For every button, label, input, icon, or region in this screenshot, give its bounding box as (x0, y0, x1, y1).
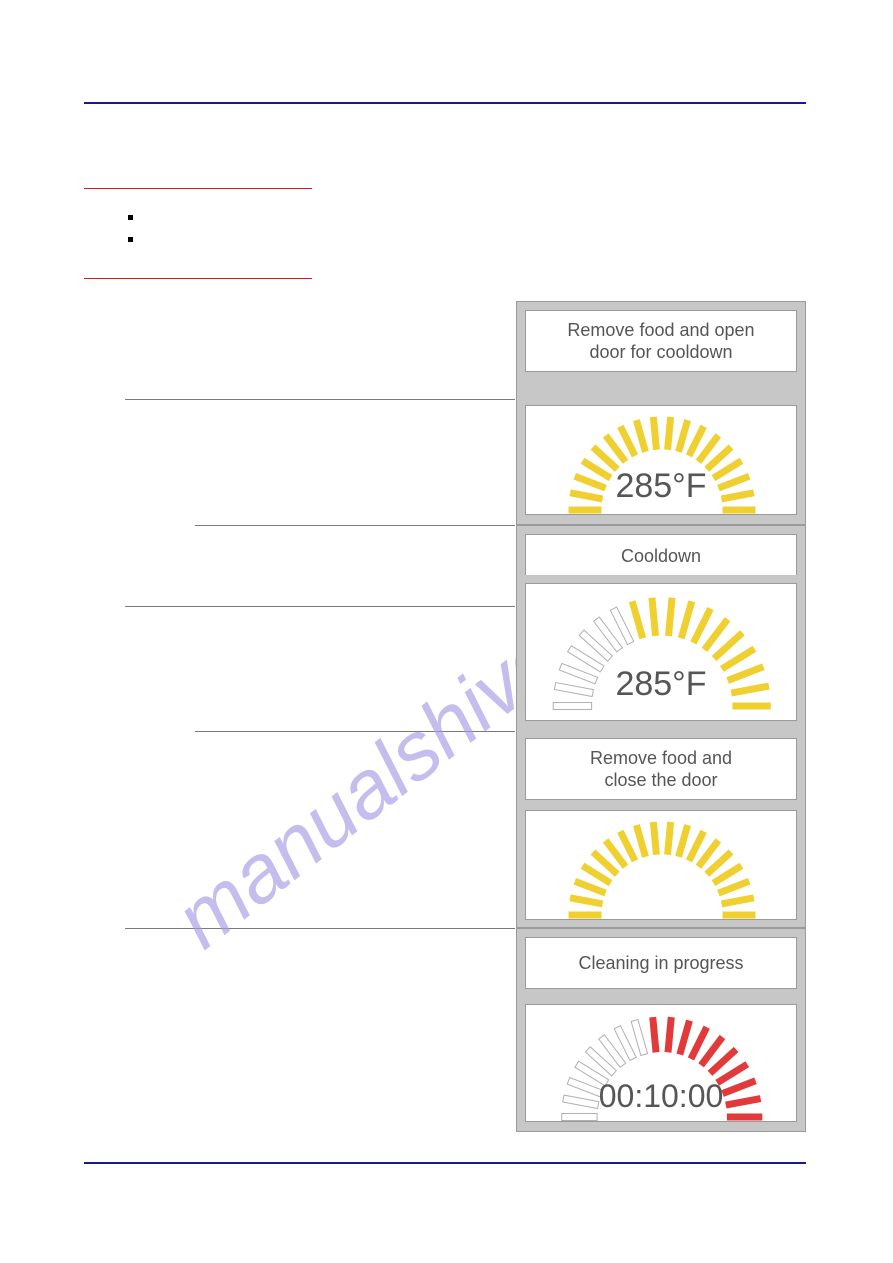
message-line2: close the door (532, 769, 790, 791)
horizontal-rule-top (84, 102, 806, 104)
section-separator (195, 525, 515, 526)
display-panel-close-door-prompt: Remove food and close the door (516, 730, 806, 802)
bullet-icon (128, 215, 133, 220)
display-panel-cooldown-label: Cooldown (516, 525, 806, 575)
message-box: Cleaning in progress (525, 937, 797, 989)
gauge-box: 285°F (525, 583, 797, 721)
message-box: Remove food and close the door (525, 738, 797, 800)
gauge-box: 00:10:00 (525, 1004, 797, 1122)
message-line1: Remove food and open (532, 319, 790, 341)
message-text: Cooldown (621, 546, 701, 566)
bullet-list (128, 206, 308, 250)
red-rule-top (84, 188, 312, 189)
bullet-icon (128, 237, 133, 242)
red-rule-bottom (84, 278, 312, 279)
display-panel-cooldown-prompt: Remove food and open door for cooldown (516, 301, 806, 397)
display-panel-temp-gauge-full: 285°F (516, 397, 806, 525)
section-separator (125, 399, 515, 400)
gauge-value: 00:10:00 (526, 1078, 796, 1115)
gauge-box: 285°F (525, 405, 797, 515)
gauge-value: 285°F (526, 665, 796, 704)
gauge-icon (526, 811, 798, 921)
message-box: Remove food and open door for cooldown (525, 310, 797, 372)
display-panel-gauge-blank (516, 802, 806, 928)
section-separator (195, 731, 515, 732)
horizontal-rule-bottom (84, 1162, 806, 1164)
message-text: Cleaning in progress (578, 953, 743, 973)
display-panel-timer-gauge: 00:10:00 (516, 996, 806, 1132)
display-panel-cleaning-label: Cleaning in progress (516, 928, 806, 996)
message-box: Cooldown (525, 534, 797, 578)
display-panel-temp-gauge-partial: 285°F (516, 575, 806, 730)
section-separator (125, 928, 515, 929)
gauge-box (525, 810, 797, 920)
message-line1: Remove food and (532, 747, 790, 769)
message-line2: door for cooldown (532, 341, 790, 363)
gauge-value: 285°F (526, 467, 796, 506)
section-separator (125, 606, 515, 607)
